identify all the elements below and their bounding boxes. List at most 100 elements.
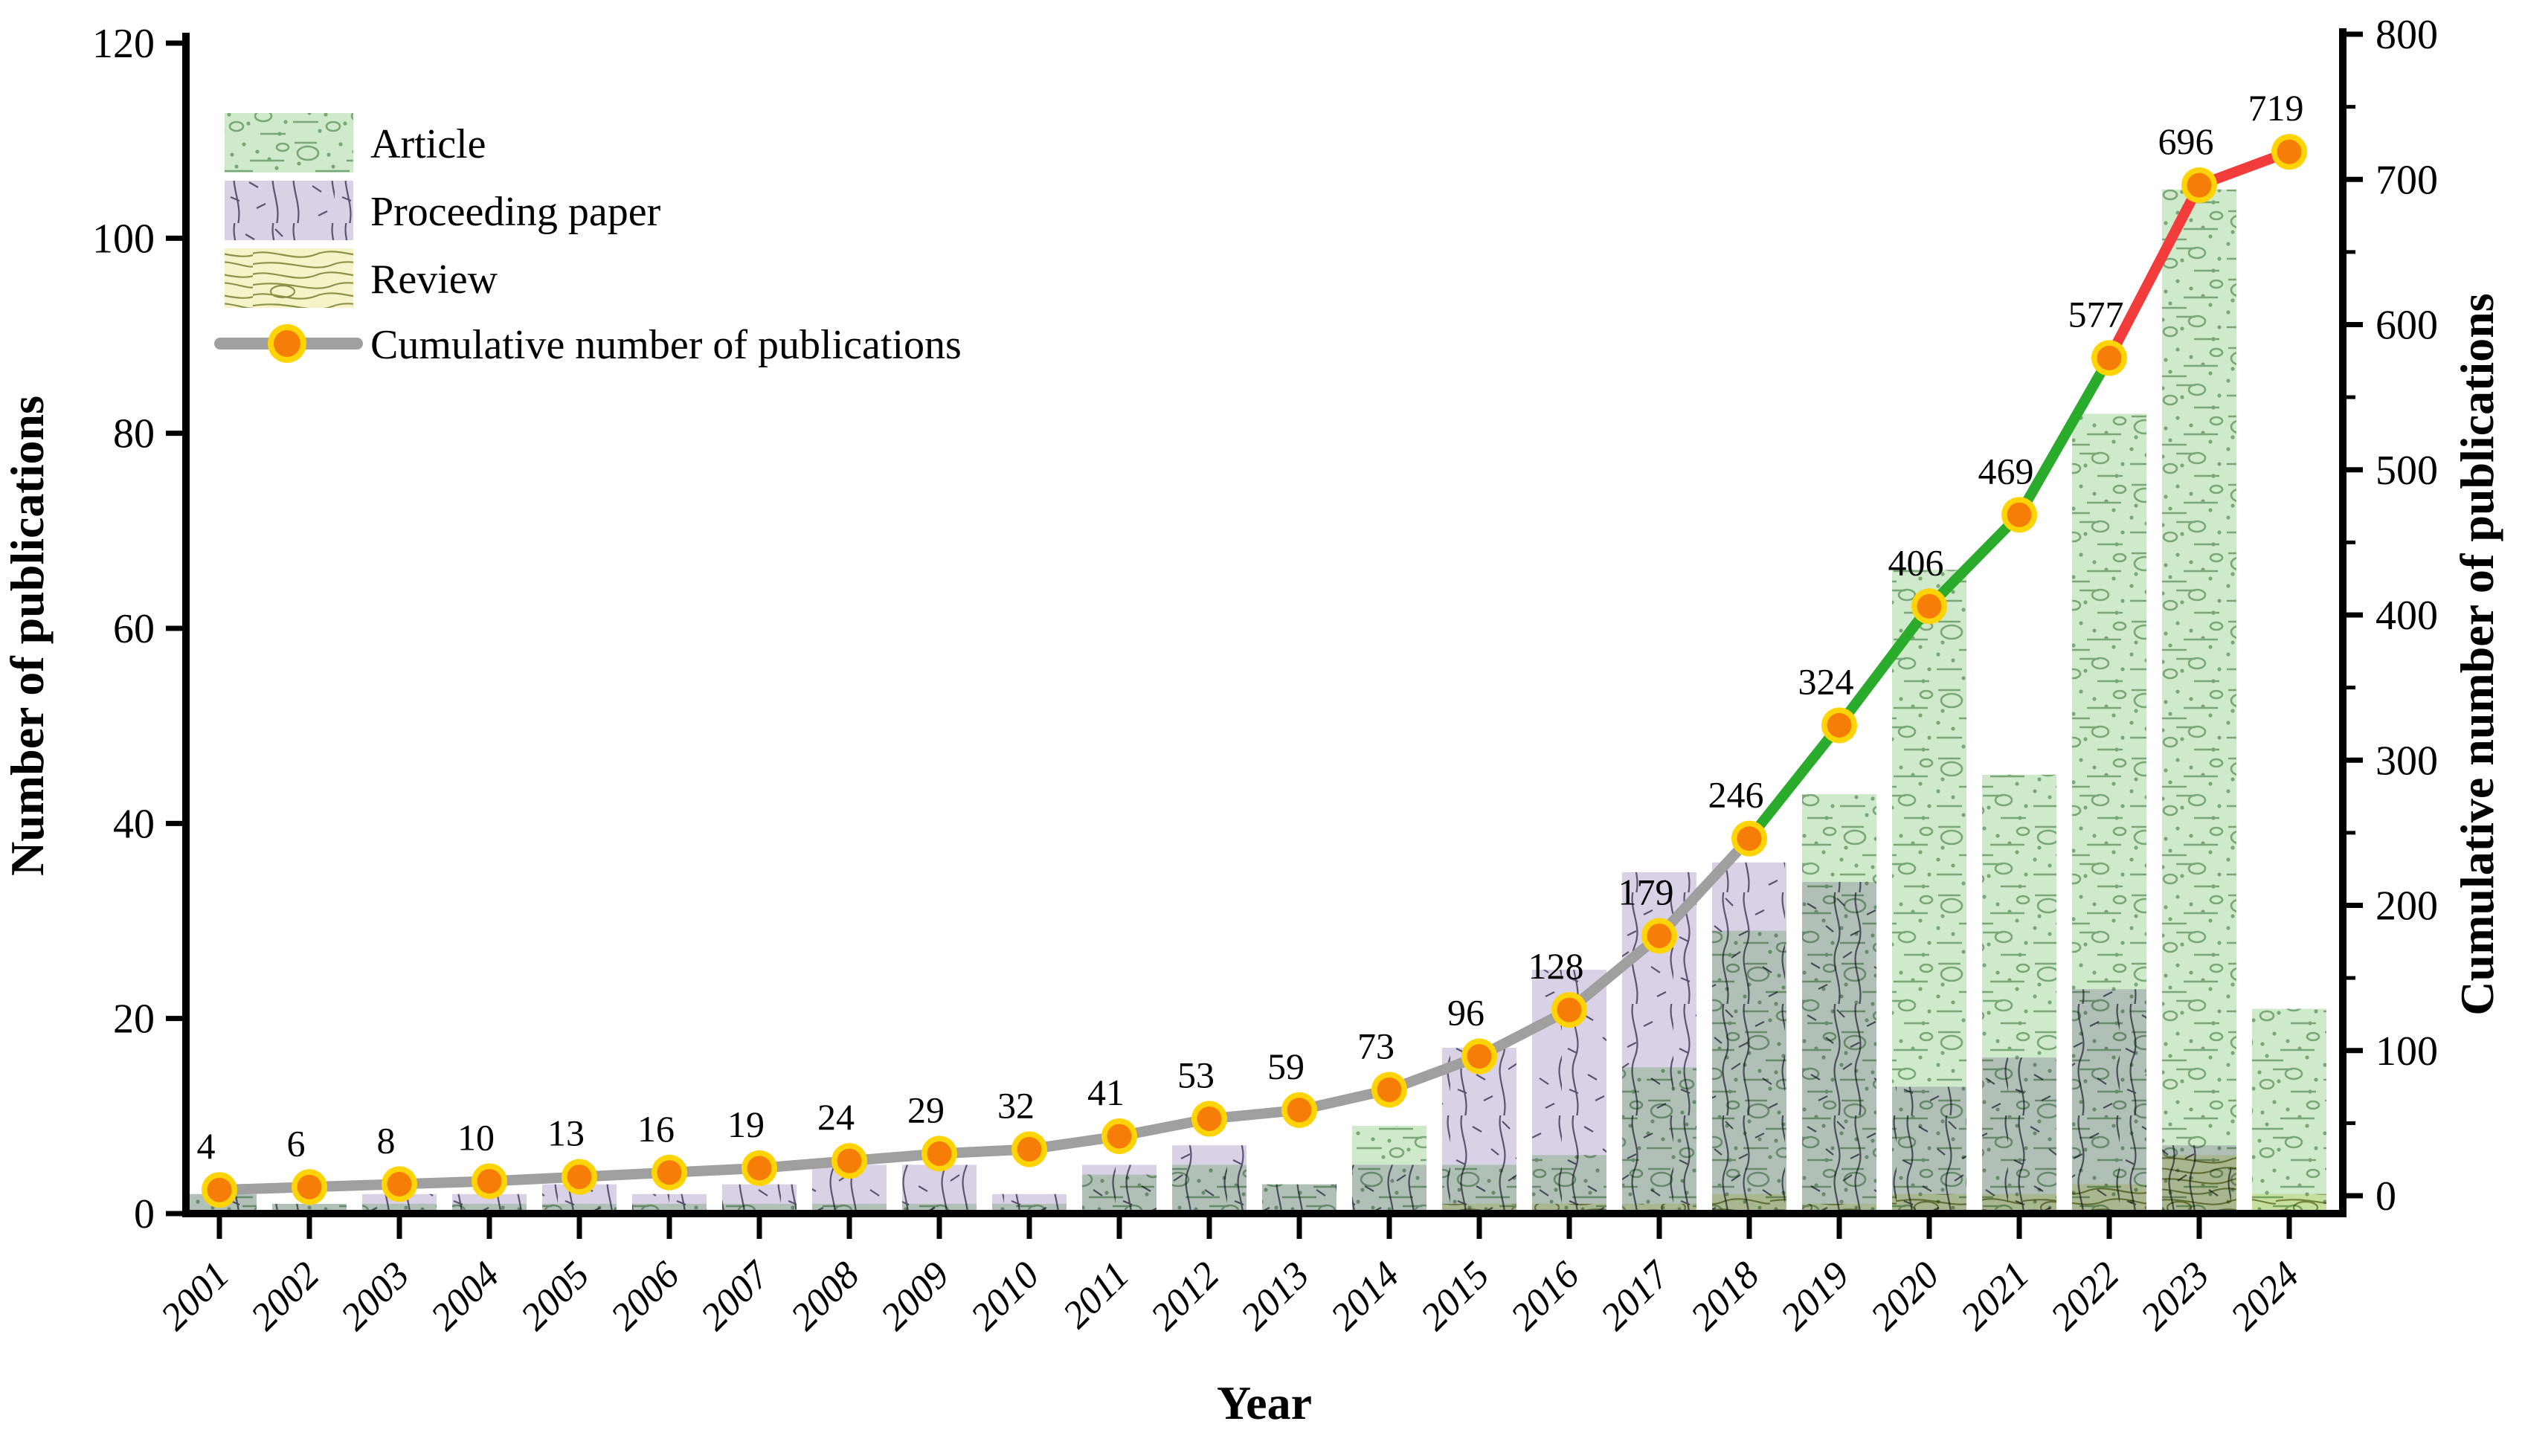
left-tick-label-100: 100 [92,216,155,262]
legend-marker [274,330,300,357]
bar-proceeding-2020 [1892,1086,1966,1214]
cumulative-value-label: 8 [377,1119,396,1161]
bar-stack-2020 [1892,570,1966,1214]
left-tick-label-0: 0 [134,1191,155,1237]
cumulative-value-label: 179 [1618,872,1674,913]
cumulative-marker [1737,826,1762,851]
left-tick-label-120: 120 [92,21,155,67]
cumulative-marker [477,1168,502,1194]
cumulative-value-label: 19 [727,1104,765,1145]
x-tick-label-2002: 2002 [243,1254,328,1339]
bar-stack-2023 [2162,189,2236,1214]
bar-proceeding-2009 [902,1165,977,1214]
legend-label-0: Article [370,121,486,167]
cumulative-value-label: 16 [637,1108,675,1150]
right-tick-label-300: 300 [2376,738,2438,784]
left-tick-label-20: 20 [113,996,155,1043]
cumulative-marker [837,1148,862,1173]
x-tick-label-2009: 2009 [873,1254,958,1339]
legend-label-3: Cumulative number of publications [370,322,962,368]
left-axis-title: Number of publications [1,396,54,876]
cumulative-value-label: 24 [817,1096,855,1138]
cumulative-value-label: 406 [1888,541,1944,583]
legend-label-2: Review [370,257,498,303]
bar-review-2022 [2072,1184,2146,1214]
cumulative-marker [1017,1137,1042,1162]
bar-proceeding-2014 [1352,1165,1426,1214]
cumulative-marker [927,1141,952,1166]
axes-group [166,28,2363,1239]
cumulative-line-segment [214,833,1754,1196]
x-tick-label-2017: 2017 [1593,1253,1679,1339]
cumulative-marker [1917,593,1942,619]
x-tick-label-2014: 2014 [1323,1254,1408,1339]
bar-stack-2009 [902,1165,977,1214]
x-axis-title: Year [1217,1376,1312,1429]
cumulative-marker [2277,139,2302,164]
x-tick-label-2024: 2024 [2223,1254,2308,1339]
cumulative-value-label: 29 [907,1089,945,1130]
cumulative-value-label: 696 [2158,120,2214,162]
x-tick-label-2015: 2015 [1413,1254,1498,1339]
x-tick-label-2020: 2020 [1863,1254,1948,1339]
bar-stack-2012 [1172,1145,1247,1214]
bar-proceeding-2019 [1802,882,1876,1214]
right-axis-title: Cumulative number of publications [2451,293,2503,1015]
cumulative-value-label: 53 [1177,1054,1215,1096]
x-tick-label-2008: 2008 [783,1254,868,1339]
cumulative-value-label: 324 [1798,660,1854,702]
cumulative-marker [567,1165,592,1190]
right-tick-label-700: 700 [2376,157,2438,203]
x-tick-label-2006: 2006 [603,1254,688,1339]
bar-proceeding-2012 [1172,1145,1247,1214]
cumulative-line-group [214,146,2294,1196]
cumulative-value-label: 32 [997,1085,1035,1127]
bar-proceeding-2013 [1262,1184,1337,1214]
x-tick-label-2013: 2013 [1233,1254,1318,1339]
cumulative-marker [207,1177,232,1202]
cumulative-marker [1287,1098,1312,1123]
bar-proceeding-2018 [1712,862,1786,1214]
cumulative-value-label: 4 [197,1125,216,1167]
bar-stack-2019 [1802,793,1876,1214]
bars-group [182,189,2326,1214]
bar-review-2023 [2162,1155,2236,1214]
bar-stack-2015 [1442,1048,1516,1214]
cumulative-marker [1467,1044,1492,1069]
x-tick-label-2023: 2023 [2133,1254,2218,1339]
x-tick-label-2010: 2010 [963,1254,1048,1339]
bar-stack-2013 [1262,1184,1337,1214]
bar-proceeding-2021 [1982,1057,2056,1214]
cumulative-value-label: 73 [1357,1025,1395,1066]
cumulative-value-label: 719 [2248,87,2304,129]
x-tick-label-2019: 2019 [1773,1254,1858,1339]
x-tick-label-2003: 2003 [333,1254,418,1339]
bar-stack-2014 [1352,1125,1426,1214]
x-tick-label-2022: 2022 [2043,1254,2128,1339]
cumulative-value-label: 41 [1087,1072,1125,1113]
cumulative-value-label: 10 [457,1116,495,1158]
cumulative-value-label: 128 [1528,945,1584,987]
cumulative-marker [747,1156,772,1181]
cumulative-marker [657,1160,682,1185]
bar-stack-2017 [1622,872,1696,1214]
bar-article-2023 [2162,189,2236,1214]
cumulative-value-label: 246 [1708,774,1764,816]
x-tick-label-2012: 2012 [1143,1254,1228,1339]
cumulative-value-label: 469 [1978,450,2034,492]
cumulative-marker [1197,1107,1222,1132]
cumulative-value-label: 13 [547,1112,585,1154]
cumulative-marker [2187,173,2212,198]
x-tick-label-2021: 2021 [1953,1254,2038,1339]
cumulative-marker [1827,712,1852,738]
bar-stack-2022 [2072,413,2146,1214]
cumulative-marker [1107,1124,1132,1149]
x-tick-label-2011: 2011 [1055,1254,1137,1336]
x-tick-label-2007: 2007 [693,1253,779,1339]
right-tick-label-800: 800 [2376,12,2438,58]
cumulative-marker [387,1171,412,1196]
cumulative-value-label: 59 [1267,1046,1305,1087]
cumulative-value-label: 96 [1447,992,1485,1034]
